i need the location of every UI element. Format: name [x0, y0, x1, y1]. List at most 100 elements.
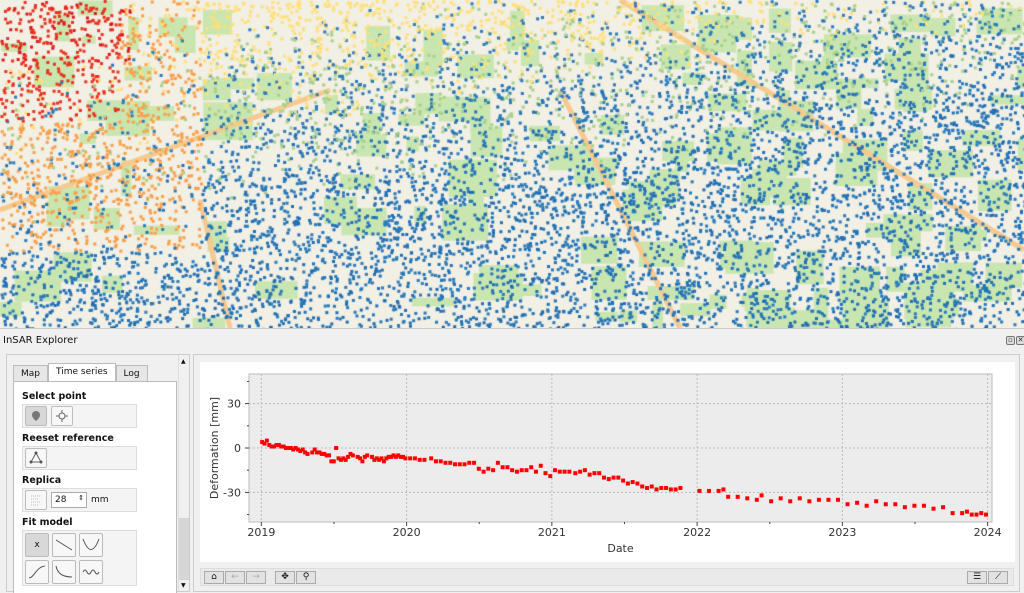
- data-point: [649, 484, 654, 489]
- data-point: [443, 460, 448, 465]
- data-point: [960, 511, 965, 516]
- reference-icon[interactable]: [25, 448, 47, 468]
- replica-spinbox[interactable]: 28 ⇕: [51, 492, 87, 508]
- forward-icon[interactable]: →: [246, 571, 266, 584]
- select-point-label: Select point: [22, 391, 87, 402]
- data-point: [640, 484, 645, 489]
- data-point: [433, 459, 438, 464]
- data-point: [417, 457, 422, 462]
- data-point: [322, 451, 327, 456]
- data-point: [979, 511, 984, 516]
- data-point: [505, 465, 510, 470]
- tab-bar: Map Time series Log: [13, 363, 148, 382]
- reset-reference-group: [22, 446, 137, 470]
- data-point: [298, 448, 303, 453]
- data-point: [707, 488, 712, 493]
- x-tick-label: 2019: [247, 526, 275, 539]
- replica-unit: mm: [91, 495, 109, 505]
- back-icon[interactable]: ←: [225, 571, 245, 584]
- data-point: [582, 468, 587, 473]
- replica-value: 28: [55, 495, 67, 505]
- crosshair-icon[interactable]: [51, 406, 73, 426]
- data-point: [529, 465, 534, 470]
- data-point: [355, 454, 360, 459]
- data-point: [398, 454, 403, 459]
- data-point: [391, 453, 396, 458]
- data-point: [592, 471, 597, 476]
- data-point: [921, 503, 926, 508]
- exponential-fit-icon[interactable]: [52, 560, 76, 584]
- scrollbar-thumb[interactable]: [179, 518, 189, 580]
- data-point: [369, 454, 374, 459]
- data-point: [644, 485, 649, 490]
- tab-log[interactable]: Log: [115, 365, 148, 382]
- y-tick-label: 30: [227, 398, 241, 411]
- data-point: [291, 447, 296, 452]
- data-point: [288, 446, 293, 450]
- data-point: [389, 454, 394, 459]
- linear-fit-icon[interactable]: [52, 533, 76, 557]
- fit-none-button[interactable]: x: [25, 533, 49, 557]
- data-point: [654, 487, 659, 492]
- close-icon[interactable]: ✕: [1016, 336, 1024, 345]
- data-point: [260, 440, 265, 445]
- data-point: [412, 456, 417, 461]
- x-axis-label: Date: [607, 542, 634, 555]
- sinusoidal-fit-icon[interactable]: [79, 560, 103, 584]
- edit-axis-icon[interactable]: ⟋: [988, 571, 1008, 584]
- configure-icon[interactable]: ☰: [967, 571, 987, 584]
- data-point: [272, 444, 277, 449]
- data-point: [384, 456, 389, 461]
- data-point: [864, 503, 869, 508]
- data-point: [276, 443, 281, 448]
- pan-icon[interactable]: ✥: [275, 571, 295, 584]
- data-point: [697, 488, 702, 493]
- data-point: [300, 447, 305, 452]
- data-point: [334, 446, 339, 450]
- data-point: [303, 450, 308, 455]
- data-point: [326, 453, 331, 458]
- data-point: [500, 465, 505, 470]
- select-point-group: [22, 404, 137, 428]
- plot-area: [248, 373, 993, 523]
- data-point: [874, 499, 879, 504]
- spin-arrows-icon[interactable]: ⇕: [78, 494, 84, 502]
- data-point: [974, 512, 979, 517]
- data-point: [578, 469, 583, 474]
- tab-time-series[interactable]: Time series: [48, 363, 116, 382]
- data-point: [264, 438, 269, 443]
- float-icon[interactable]: ▫: [1006, 336, 1015, 345]
- data-point: [286, 446, 291, 450]
- data-point: [495, 460, 500, 465]
- data-point: [524, 468, 529, 473]
- data-point: [611, 475, 616, 480]
- data-point: [438, 459, 443, 464]
- scroll-down-icon[interactable]: ▼: [181, 582, 186, 589]
- data-point: [267, 443, 272, 448]
- data-point: [312, 447, 317, 452]
- x-tick-label: 2023: [828, 526, 856, 539]
- zoom-icon[interactable]: ⚲: [296, 571, 316, 584]
- time-series-chart[interactable]: 2019 2020 2021 2022 2023 2024 30 0 -30 Date Deform…: [200, 362, 1015, 562]
- data-point: [573, 471, 578, 476]
- data-point: [377, 457, 382, 462]
- cubic-fit-icon[interactable]: [25, 560, 49, 584]
- data-point: [816, 497, 821, 502]
- home-icon[interactable]: ⌂: [204, 571, 224, 584]
- data-point: [625, 481, 630, 486]
- scroll-up-icon[interactable]: ▲: [181, 358, 186, 365]
- data-point: [305, 451, 310, 456]
- map-pin-icon[interactable]: [25, 406, 47, 426]
- y-tick-label: 0: [234, 442, 241, 455]
- quadratic-fit-icon[interactable]: [79, 533, 103, 557]
- data-point: [668, 487, 673, 492]
- data-point: [659, 485, 664, 490]
- map-canvas[interactable]: [0, 0, 1024, 328]
- data-point: [543, 471, 548, 476]
- vertical-scrollbar[interactable]: ▲ ▼: [178, 355, 189, 591]
- replica-icon[interactable]: [25, 490, 47, 510]
- data-point: [462, 462, 467, 467]
- data-point: [635, 481, 640, 486]
- y-tick-label: -30: [223, 486, 241, 499]
- tab-map[interactable]: Map: [13, 365, 48, 382]
